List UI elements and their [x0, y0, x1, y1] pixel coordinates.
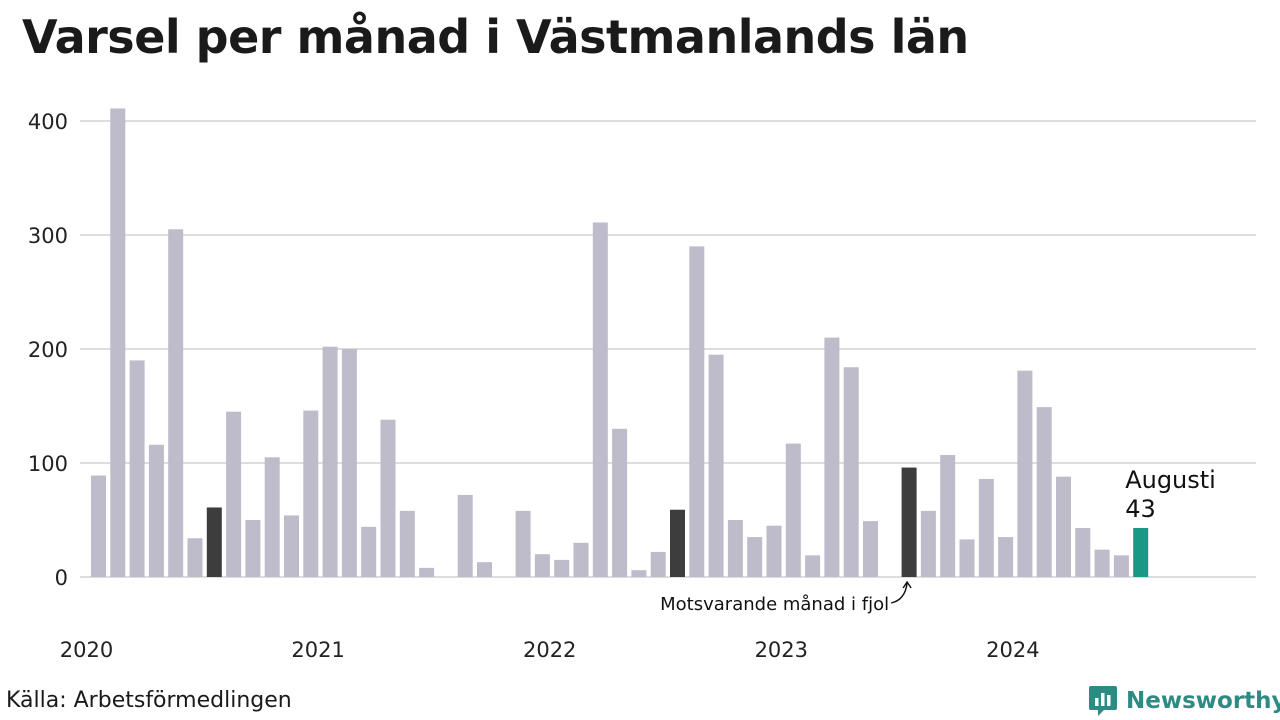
bar — [245, 520, 261, 577]
bar — [380, 419, 396, 577]
bar — [226, 411, 242, 577]
bar — [863, 521, 878, 577]
bar — [631, 570, 647, 577]
bar — [148, 444, 164, 577]
x-axis: 2020 2021 2022 2023 2024 — [60, 638, 1040, 662]
bar-current — [1133, 527, 1149, 577]
brand-logo: Newsworthy — [1088, 684, 1280, 718]
bar — [419, 567, 435, 577]
bar — [689, 246, 705, 577]
bar-last-year — [901, 467, 917, 577]
chart-title: Varsel per månad i Västmanlands län — [22, 10, 969, 64]
bar — [612, 428, 628, 577]
bar — [110, 108, 126, 578]
bar — [264, 457, 280, 577]
y-tick-label: 400 — [28, 110, 68, 134]
gridlines — [80, 120, 1256, 578]
current-value-label: 43 — [1125, 495, 1156, 523]
bar — [592, 222, 608, 577]
bar — [650, 551, 666, 577]
bar — [920, 510, 936, 577]
bar — [91, 475, 106, 577]
y-axis: 0 100 200 300 400 — [28, 110, 68, 590]
bar — [573, 542, 589, 577]
bar — [284, 515, 299, 577]
x-tick-label: 2022 — [523, 638, 576, 662]
arrow-icon — [890, 580, 912, 604]
y-tick-label: 300 — [28, 224, 68, 248]
bar — [341, 349, 357, 577]
bar — [168, 229, 184, 578]
bar — [361, 526, 377, 577]
bar — [1075, 527, 1091, 577]
bar — [766, 525, 782, 577]
source-note: Källa: Arbetsförmedlingen — [6, 688, 292, 713]
bar — [998, 537, 1014, 577]
bar-chart: 0 100 200 300 400 2020 2021 2022 2023 2024 Augus… — [28, 108, 1256, 662]
bar — [824, 337, 840, 577]
bar — [1094, 549, 1110, 577]
bar — [322, 346, 338, 577]
bar-chart-icon — [1089, 686, 1117, 716]
bar — [785, 443, 801, 577]
last-year-note: Motsvarande månad i fjol — [660, 594, 889, 615]
brand-name: Newsworthy — [1126, 688, 1280, 714]
bar — [399, 510, 415, 577]
bar — [187, 538, 203, 577]
bar — [708, 354, 724, 577]
bar-last-year — [206, 507, 222, 577]
x-tick-label: 2024 — [986, 638, 1039, 662]
bars — [91, 108, 1149, 578]
bar — [554, 559, 570, 577]
y-tick-label: 100 — [28, 452, 68, 476]
bar — [129, 360, 145, 577]
bar — [303, 410, 319, 577]
bar-last-year — [670, 509, 685, 577]
bar — [727, 520, 743, 577]
bar — [1056, 476, 1071, 577]
bar — [457, 494, 473, 577]
bar — [477, 562, 492, 577]
bar — [747, 537, 763, 577]
bar — [959, 539, 975, 577]
bar — [843, 367, 859, 577]
y-tick-label: 200 — [28, 338, 68, 362]
bar — [978, 478, 994, 577]
bar — [534, 554, 550, 577]
bar — [1017, 370, 1033, 577]
x-tick-label: 2023 — [755, 638, 808, 662]
bar — [515, 510, 531, 577]
x-tick-label: 2020 — [60, 638, 113, 662]
annotations: Augusti 43 Motsvarande månad i fjol — [660, 466, 1216, 615]
bar — [805, 555, 821, 577]
bar — [1113, 555, 1129, 577]
y-tick-label: 0 — [55, 566, 68, 590]
bar — [940, 455, 956, 577]
bar — [1036, 407, 1052, 577]
current-month-label: Augusti — [1125, 466, 1216, 494]
x-tick-label: 2021 — [291, 638, 344, 662]
